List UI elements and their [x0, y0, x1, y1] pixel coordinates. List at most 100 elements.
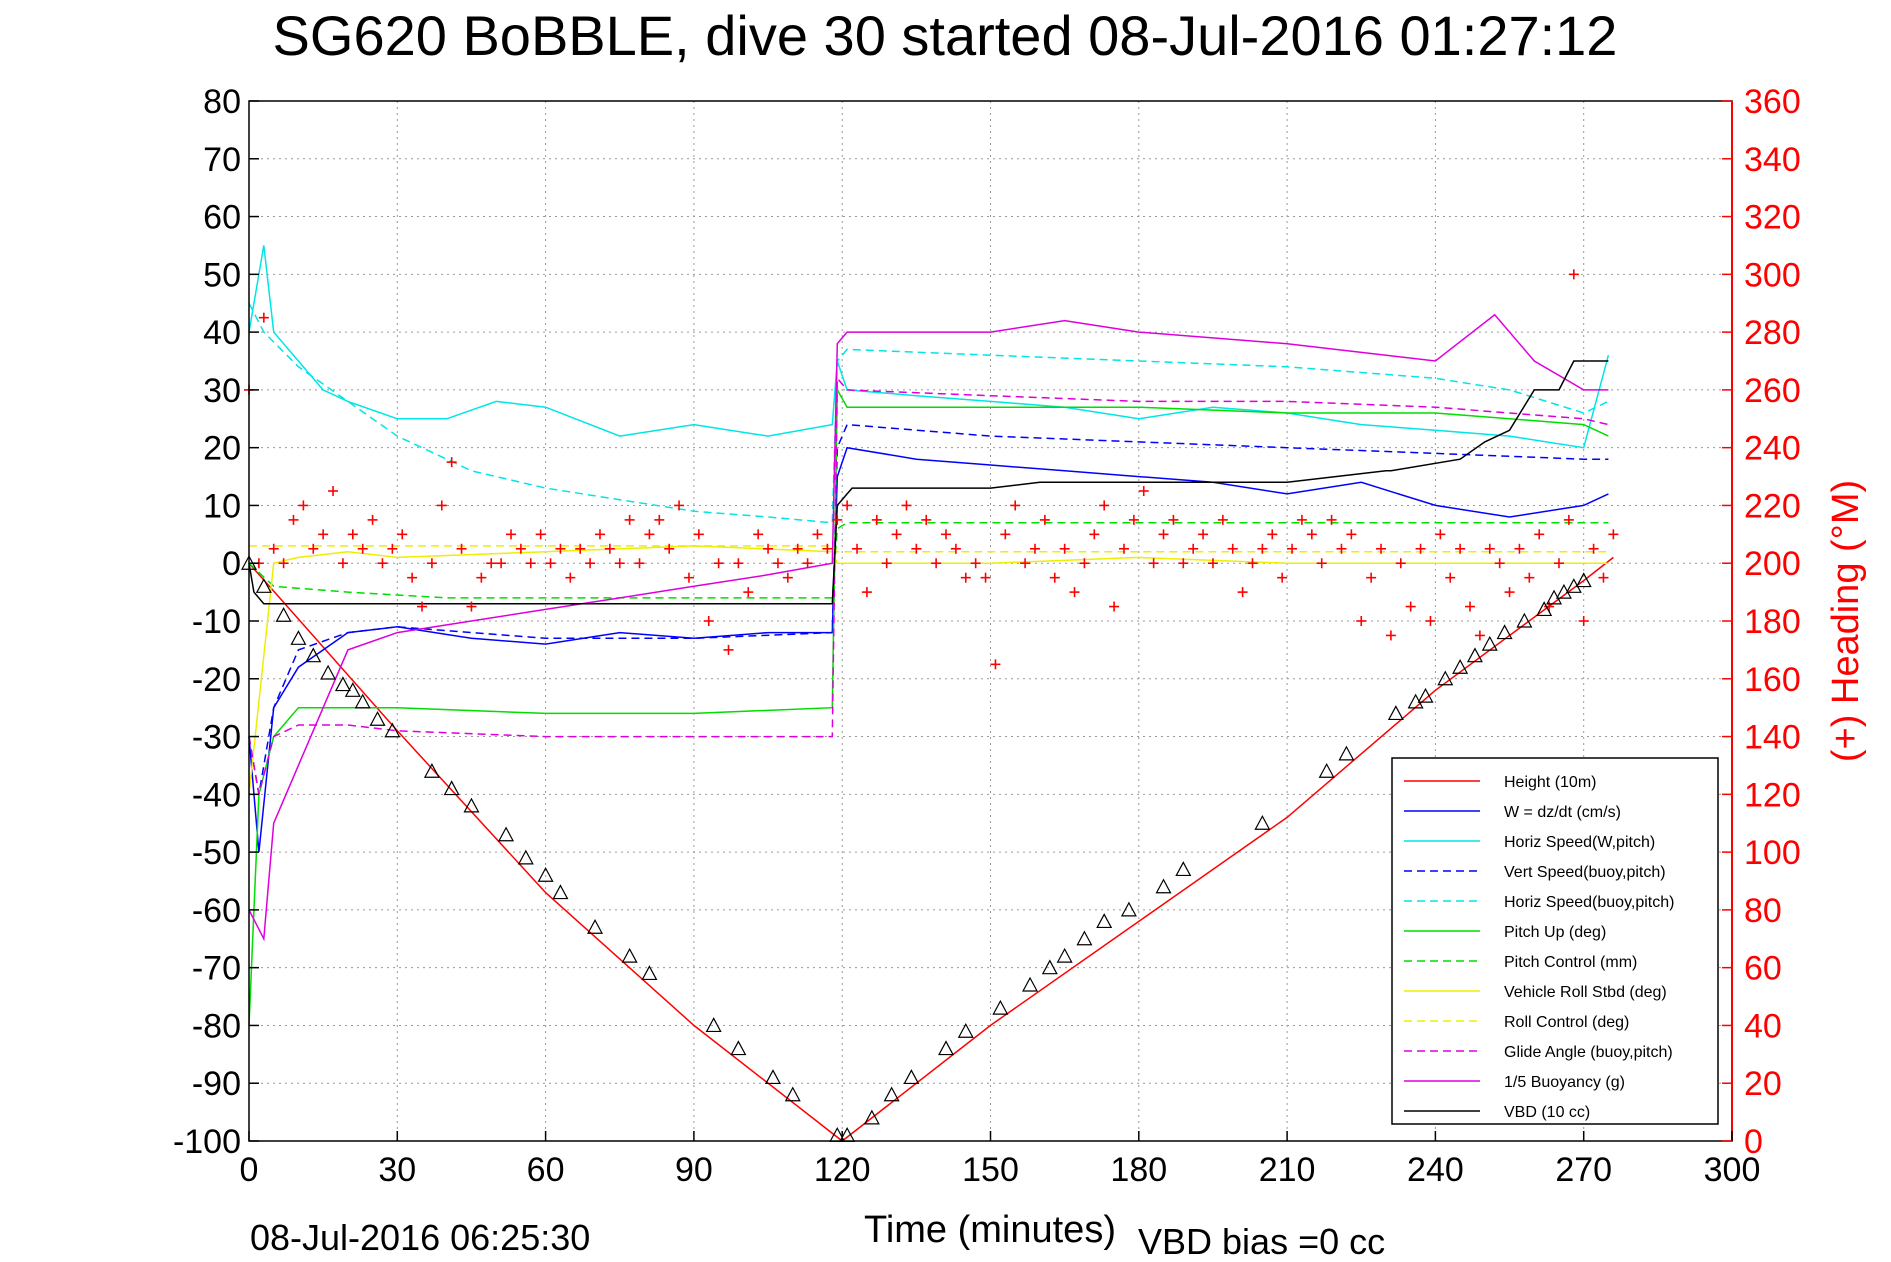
legend-label: Vert Speed(buoy,pitch) — [1504, 864, 1666, 881]
y-tick-label: 50 — [203, 256, 241, 294]
heading-marker — [308, 543, 319, 554]
heading-marker — [1069, 587, 1080, 598]
height-triangle-marker — [1387, 705, 1404, 721]
heading-marker — [1465, 601, 1476, 612]
heading-marker — [1494, 558, 1505, 569]
heading-marker — [298, 500, 309, 511]
y-tick-label: 0 — [222, 545, 241, 583]
heading-marker — [1118, 543, 1129, 554]
heading-marker — [1109, 601, 1120, 612]
heading-marker — [1178, 558, 1189, 569]
heading-marker — [496, 558, 507, 569]
heading-marker — [1484, 543, 1495, 554]
heading-marker — [1356, 616, 1367, 626]
y-tick-label: 20 — [203, 430, 241, 468]
y-right-tick-label: 200 — [1744, 545, 1801, 583]
heading-marker — [1039, 514, 1050, 525]
heading-marker — [1316, 558, 1327, 569]
height-triangle-marker — [423, 762, 440, 778]
heading-marker — [941, 529, 952, 540]
x-tick-label: 90 — [675, 1151, 713, 1189]
legend-entry: Vehicle Roll Stbd (deg) — [1404, 984, 1667, 1001]
heading-marker — [555, 543, 566, 554]
heading-marker — [654, 514, 665, 525]
legend-label: Roll Control (deg) — [1504, 1014, 1629, 1031]
heading-marker — [446, 457, 457, 468]
y-right-tick-label: 260 — [1744, 372, 1801, 410]
series-line-4 — [248, 302, 1609, 524]
series-line-0 — [248, 556, 1614, 1142]
y-right-tick-label: 160 — [1744, 661, 1801, 699]
legend-entries: Height (10m) W = dz/dt (cm/s) Horiz Speed(… — [1404, 774, 1674, 1121]
heading-marker — [1257, 543, 1268, 554]
y-right-tick-label: 180 — [1744, 603, 1801, 641]
height-triangle-marker — [1452, 658, 1469, 674]
heading-marker — [842, 500, 853, 511]
heading-marker — [674, 500, 685, 511]
legend-entry: Horiz Speed(buoy,pitch) — [1404, 894, 1674, 911]
y-tick-label: 40 — [203, 314, 241, 352]
height-triangle-marker — [1417, 687, 1434, 703]
heading-marker — [1099, 500, 1110, 511]
heading-marker — [1217, 514, 1228, 525]
legend: Height (10m) W = dz/dt (cm/s) Horiz Speed(… — [1391, 757, 1719, 1125]
heading-marker — [644, 529, 655, 540]
x-tick-label: 60 — [527, 1151, 565, 1189]
y-right-tick-label: 240 — [1744, 430, 1801, 468]
height-triangle-marker — [764, 1069, 781, 1085]
heading-marker — [318, 529, 329, 540]
heading-marker — [1000, 529, 1011, 540]
heading-marker — [357, 543, 368, 554]
height-triangle-marker — [1338, 745, 1355, 761]
height-triangle-marker — [344, 682, 361, 697]
y-tick-label: -10 — [192, 603, 241, 641]
heading-marker — [288, 514, 299, 525]
heading-marker — [1385, 630, 1396, 641]
heading-marker — [594, 529, 605, 540]
heading-marker — [802, 558, 813, 569]
x-tick-label: 150 — [962, 1151, 1019, 1189]
marker-layer — [240, 269, 1619, 1142]
heading-marker — [772, 558, 783, 569]
height-triangle-marker — [730, 1040, 747, 1056]
heading-marker — [911, 543, 922, 554]
y-tick-label: -80 — [192, 1007, 241, 1045]
x-tick-label: 120 — [814, 1151, 871, 1189]
y-right-tick-label: 320 — [1744, 199, 1801, 237]
y-tick-label: 30 — [203, 372, 241, 410]
heading-marker — [901, 500, 912, 511]
y-right-tick-label: 120 — [1744, 776, 1801, 814]
heading-marker — [1138, 486, 1149, 496]
heading-marker — [1425, 616, 1436, 626]
heading-marker — [1553, 558, 1564, 569]
heading-marker — [525, 558, 536, 569]
heading-marker — [436, 500, 447, 511]
series-line-8 — [249, 545, 1609, 553]
footer-vbd-bias: VBD bias =0 cc — [1138, 1221, 1385, 1262]
height-triangle-marker — [1056, 947, 1073, 963]
height-triangle-marker — [498, 826, 515, 842]
heading-marker — [1578, 616, 1589, 626]
heading-marker — [1296, 514, 1307, 525]
heading-marker — [960, 572, 971, 583]
x-tick-label: 300 — [1704, 1151, 1761, 1189]
height-triangle-marker — [903, 1069, 920, 1085]
heading-marker — [1415, 543, 1426, 554]
heading-marker — [1608, 529, 1619, 540]
height-triangle-marker — [1437, 670, 1454, 686]
height-triangle-marker — [1120, 901, 1137, 917]
x-axis-ticks: 0 30 60 90 120 150 180 210 240 270 300 — [240, 1131, 1761, 1189]
heading-marker — [456, 543, 467, 554]
y-tick-label: -20 — [192, 661, 241, 699]
legend-label: 1/5 Buoyancy (g) — [1504, 1074, 1625, 1091]
height-triangle-marker — [552, 884, 569, 900]
y-right-tick-label: 60 — [1744, 950, 1782, 988]
height-triangle-marker — [784, 1086, 801, 1102]
legend-entry: Pitch Control (mm) — [1404, 954, 1637, 971]
y-tick-label: -40 — [192, 776, 241, 814]
heading-marker — [861, 587, 872, 598]
height-triangle-marker — [1516, 612, 1533, 628]
y-tick-label: 80 — [203, 83, 241, 121]
heading-marker — [476, 572, 487, 583]
